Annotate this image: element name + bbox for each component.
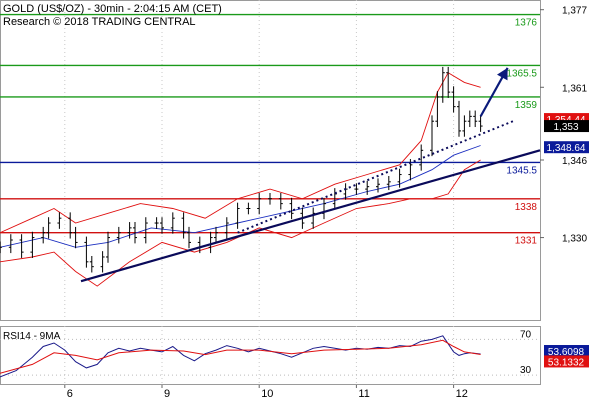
x-tick-label: 12 — [456, 388, 468, 400]
price-badge-label: 1,348.64 — [547, 143, 586, 154]
rsi-ma-line — [0, 339, 481, 374]
rsi-plot-frame — [0, 326, 541, 385]
levels-layer: 1376 1365.5 1359 1345.5 1338 1331 — [0, 13, 540, 247]
main-grid — [0, 0, 541, 321]
rsi-badge-label: 53.1332 — [548, 357, 585, 368]
chart-title: GOLD (US$/OZ) - 30min - 2:04:15 AM (CET) — [3, 3, 222, 15]
level-label: 1376 — [515, 18, 538, 29]
level-label: 1365.5 — [506, 68, 537, 79]
rsi-label: RSI14 - 9MA — [3, 331, 61, 342]
main-plot-frame — [0, 0, 541, 321]
rsi-tick-label: 30 — [520, 365, 532, 376]
y-tick-label: 1,361 — [562, 83, 587, 94]
bollinger-lower-line — [0, 159, 481, 287]
price-badge-bg — [544, 120, 589, 133]
forecast-arrow-head — [497, 67, 508, 81]
moving-average-line — [0, 145, 481, 248]
rsi-badge-bg — [544, 345, 589, 358]
level-label: 1359 — [515, 100, 538, 111]
y-tick-label: 1,377 — [562, 6, 587, 17]
price-badge-label: 1,353 — [553, 122, 578, 133]
x-tick-label: 11 — [358, 388, 369, 400]
level-label: 1331 — [515, 236, 538, 247]
y-tick-label: 1,346 — [562, 156, 587, 167]
y-tick-label: 1,330 — [562, 234, 587, 245]
level-label: 1338 — [515, 202, 538, 213]
price-badge-bg — [544, 141, 589, 154]
rsi-badge-bg — [544, 355, 589, 368]
rsi-badge-label: 53.6098 — [548, 347, 585, 358]
level-label: 1345.5 — [506, 165, 537, 176]
rsi-line — [0, 335, 481, 378]
trendline — [80, 149, 541, 283]
rsi-tick-label: 70 — [520, 329, 532, 340]
series-layer — [0, 66, 541, 287]
dotted-trendline — [237, 120, 514, 234]
chart-subtitle: Research © 2018 TRADING CENTRAL — [3, 16, 196, 28]
x-tick-label: 9 — [164, 388, 170, 400]
x-tick-label: 6 — [67, 388, 73, 400]
axes: 6 9 10 11 12 1,377 1,361 1,346 1,330 — [64, 6, 587, 400]
x-tick-label: 10 — [261, 388, 273, 400]
